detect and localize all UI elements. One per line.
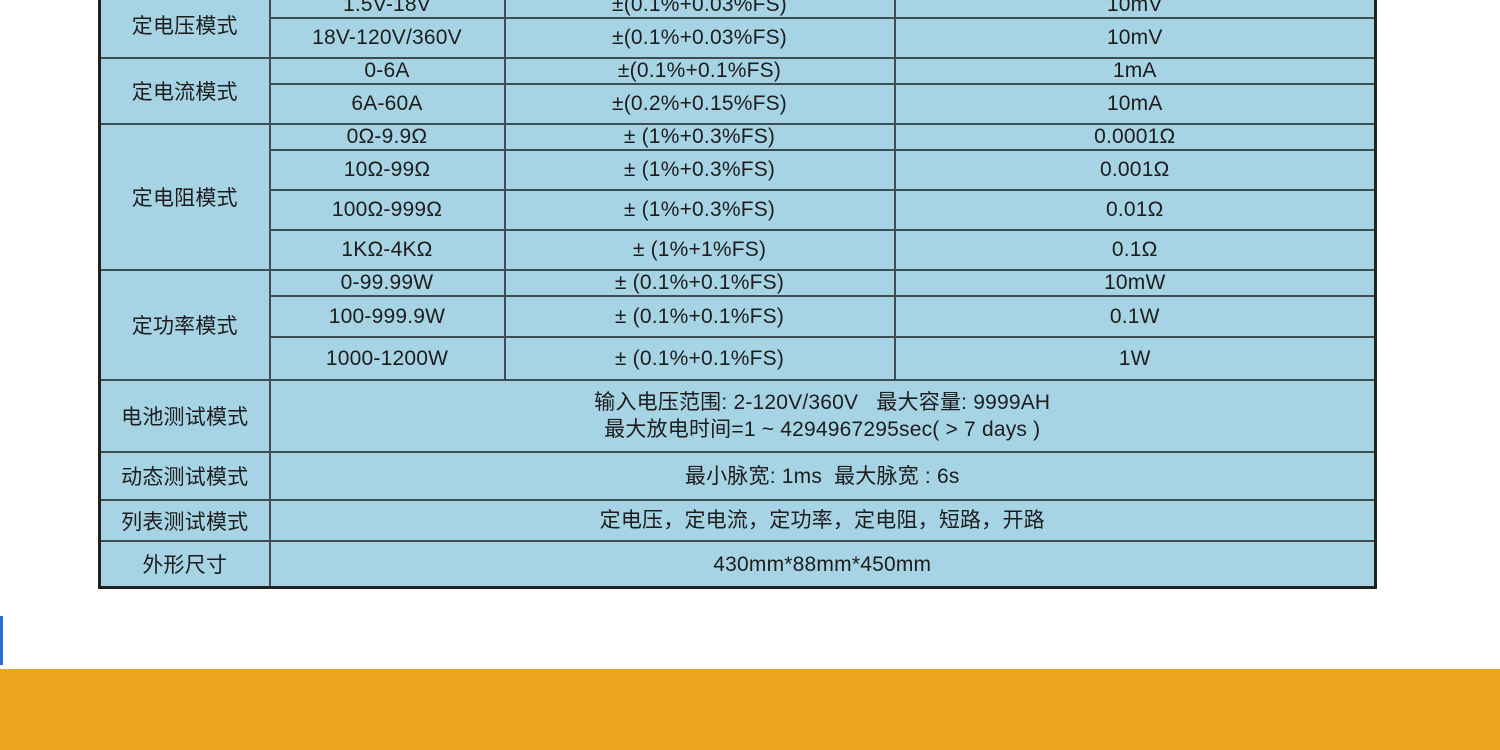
resolution-cell: 0.1Ω	[893, 229, 1377, 271]
resolution-cell: 0.001Ω	[893, 149, 1377, 191]
mode-label-battery: 电池测试模式	[98, 379, 271, 453]
mode-label-cr: 定电阻模式	[98, 123, 271, 271]
left-edge-blue-sliver	[0, 616, 3, 665]
mode-label-cc: 定电流模式	[98, 57, 271, 125]
resolution-cell: 0.0001Ω	[893, 123, 1377, 151]
table-row: 定电阻模式 0Ω-9.9Ω ± (1%+0.3%FS) 0.0001Ω	[98, 123, 1377, 271]
mode-label-cp: 定功率模式	[98, 269, 271, 381]
range-cell: 1000-1200W	[268, 336, 506, 381]
battery-spec-line1: 输入电压范围: 2-120V/360V 最大容量: 9999AH	[594, 391, 1051, 414]
range-cell: 100Ω-999Ω	[268, 189, 506, 231]
accuracy-cell: ± (1%+0.3%FS)	[503, 123, 896, 151]
table-row: 定电流模式 0-6A ±(0.1%+0.1%FS) 1mA	[98, 57, 1377, 125]
range-cell: 10Ω-99Ω	[268, 149, 506, 191]
accuracy-cell: ±(0.1%+0.03%FS)	[503, 17, 896, 59]
resolution-cell: 0.1W	[893, 295, 1377, 338]
resolution-cell: 10mV	[893, 17, 1377, 59]
accuracy-cell: ± (0.1%+0.1%FS)	[503, 269, 896, 297]
mode-label-cv: 定电压模式	[98, 0, 271, 59]
table-row: 动态测试模式 最小脉宽: 1ms 最大脉宽 : 6s	[98, 451, 1377, 501]
table-row: 电池测试模式 输入电压范围: 2-120V/360V 最大容量: 9999AH …	[98, 379, 1377, 453]
range-cell: 1KΩ-4KΩ	[268, 229, 506, 271]
mode-label-dimensions: 外形尺寸	[98, 540, 271, 589]
table-row: 1000-1200W ± (0.1%+0.1%FS) 1W	[100, 336, 1377, 381]
resolution-cell: 1W	[893, 336, 1377, 381]
table-row: 10Ω-99Ω ± (1%+0.3%FS) 0.001Ω	[100, 149, 1377, 191]
range-cell: 100-999.9W	[268, 295, 506, 338]
table-row: 定电压模式 1.5V-18V ±(0.1%+0.03%FS) 10mV	[98, 0, 1377, 59]
accuracy-cell: ±(0.2%+0.15%FS)	[503, 83, 896, 125]
dimensions-cell: 430mm*88mm*450mm	[268, 540, 1377, 589]
mode-label-list: 列表测试模式	[98, 499, 271, 542]
table-row: 100-999.9W ± (0.1%+0.1%FS) 0.1W	[100, 295, 1377, 338]
resolution-cell: 10mV	[893, 0, 1377, 19]
table-row: 100Ω-999Ω ± (1%+0.3%FS) 0.01Ω	[100, 189, 1377, 231]
table-row: 外形尺寸 430mm*88mm*450mm	[98, 540, 1377, 589]
range-cell: 0Ω-9.9Ω	[268, 123, 506, 151]
accuracy-cell: ± (1%+1%FS)	[503, 229, 896, 271]
accuracy-cell: ± (0.1%+0.1%FS)	[503, 295, 896, 338]
accuracy-cell: ± (1%+0.3%FS)	[503, 189, 896, 231]
battery-spec-line2: 最大放电时间=1 ~ 4294967295sec( > 7 days )	[604, 418, 1041, 441]
range-cell: 1.5V-18V	[268, 0, 506, 19]
accuracy-cell: ± (1%+0.3%FS)	[503, 149, 896, 191]
table-row: 列表测试模式 定电压，定电流，定功率，定电阻，短路，开路	[98, 499, 1377, 542]
table-row: 1KΩ-4KΩ ± (1%+1%FS) 0.1Ω	[100, 229, 1377, 271]
resolution-cell: 10mW	[893, 269, 1377, 297]
accuracy-cell: ± (0.1%+0.1%FS)	[503, 336, 896, 381]
mode-label-dynamic: 动态测试模式	[98, 451, 271, 501]
table-row: 定功率模式 0-99.99W ± (0.1%+0.1%FS) 10mW	[98, 269, 1377, 381]
spec-table: 定电压模式 1.5V-18V ±(0.1%+0.03%FS) 10mV 18V-…	[98, 0, 1377, 589]
range-cell: 0-99.99W	[268, 269, 506, 297]
range-cell: 0-6A	[268, 57, 506, 85]
accuracy-cell: ±(0.1%+0.03%FS)	[503, 0, 896, 19]
resolution-cell: 10mA	[893, 83, 1377, 125]
list-spec-cell: 定电压，定电流，定功率，定电阻，短路，开路	[268, 499, 1377, 542]
range-cell: 6A-60A	[268, 83, 506, 125]
resolution-cell: 0.01Ω	[893, 189, 1377, 231]
table-row: 18V-120V/360V ±(0.1%+0.03%FS) 10mV	[100, 17, 1377, 59]
range-cell: 18V-120V/360V	[268, 17, 506, 59]
battery-spec-cell: 输入电压范围: 2-120V/360V 最大容量: 9999AH 最大放电时间=…	[268, 379, 1377, 453]
dynamic-spec-cell: 最小脉宽: 1ms 最大脉宽 : 6s	[268, 451, 1377, 501]
resolution-cell: 1mA	[893, 57, 1377, 85]
bottom-orange-band	[0, 669, 1500, 750]
accuracy-cell: ±(0.1%+0.1%FS)	[503, 57, 896, 85]
table-row: 6A-60A ±(0.2%+0.15%FS) 10mA	[100, 83, 1377, 125]
